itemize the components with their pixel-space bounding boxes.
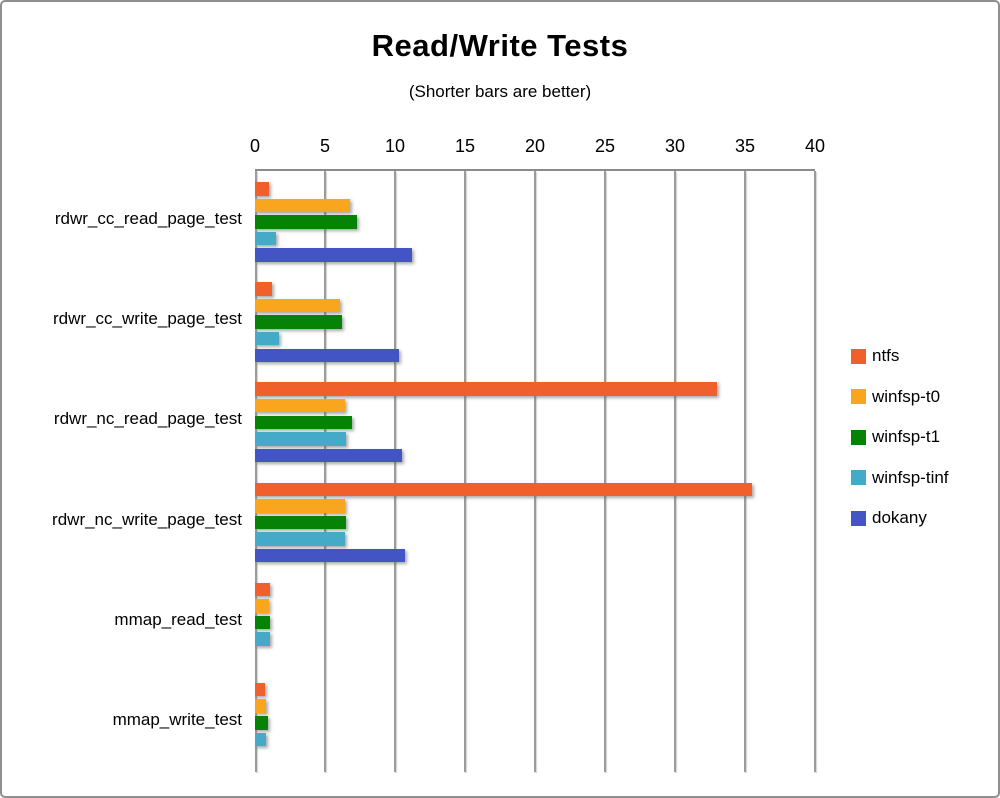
bar-winfsp-t1	[255, 716, 268, 730]
bar-winfsp-t1	[255, 315, 342, 329]
x-tick-label: 15	[454, 136, 476, 156]
legend-label: ntfs	[872, 346, 900, 365]
legend-swatch-icon	[851, 470, 866, 485]
y-category-label: mmap_write_test	[112, 709, 242, 729]
y-category-label: mmap_read_test	[114, 609, 242, 629]
legend-label: winfsp-t1	[872, 427, 941, 446]
bar-winfsp-tinf	[255, 632, 271, 646]
bar-winfsp-t0	[255, 398, 345, 413]
legend-label: dokany	[872, 508, 927, 527]
gridline	[674, 171, 676, 772]
gridline	[744, 171, 746, 772]
bar-dokany	[255, 448, 402, 463]
bar-winfsp-tinf	[255, 432, 346, 446]
bar-winfsp-t1	[255, 515, 346, 530]
bar-winfsp-t0	[255, 198, 351, 213]
gridline	[255, 171, 257, 772]
y-category-label: rdwr_nc_read_page_test	[53, 409, 242, 429]
bar-ntfs	[255, 682, 265, 697]
legend-label: winfsp-t0	[872, 386, 941, 406]
bar-ntfs	[255, 482, 752, 496]
y-category-label: rdwr_cc_write_page_test	[53, 309, 242, 329]
bar-winfsp-t1	[255, 415, 352, 430]
gridline	[534, 171, 536, 772]
legend-item-winfsp-t0: winfsp-t0	[851, 387, 940, 407]
chart-title: Read/Write Tests	[371, 28, 629, 63]
legend-item-ntfs: ntfs	[851, 346, 899, 366]
bar-dokany	[255, 248, 412, 262]
y-category-label: rdwr_nc_write_page_test	[52, 509, 242, 529]
x-tick-label: 5	[319, 136, 330, 156]
bar-winfsp-t0	[255, 499, 345, 513]
gridline	[814, 171, 816, 772]
bar-winfsp-tinf	[255, 732, 267, 747]
bar-ntfs	[255, 382, 717, 396]
gridline	[324, 171, 326, 772]
chart-subtitle: (Shorter bars are better)	[408, 82, 592, 101]
bar-winfsp-t0	[255, 298, 341, 313]
gridline	[464, 171, 466, 772]
bar-winfsp-t0	[255, 699, 267, 713]
legend-swatch-icon	[851, 429, 866, 445]
y-category-label: rdwr_cc_read_page_test	[54, 209, 242, 229]
bar-winfsp-t1	[255, 215, 358, 229]
x-tick-label: 20	[524, 136, 546, 156]
legend-item-winfsp-t1: winfsp-t1	[851, 427, 940, 447]
x-tick-label: 10	[384, 136, 406, 156]
legend-item-dokany: dokany	[851, 508, 927, 528]
legend-swatch-icon	[851, 510, 866, 526]
legend-item-winfsp-tinf: winfsp-tinf	[851, 468, 949, 488]
x-tick-label: 40	[804, 136, 826, 156]
bar-winfsp-tinf	[255, 532, 345, 546]
plot-area	[255, 169, 816, 772]
x-tick-label: 35	[734, 136, 756, 156]
gridline	[604, 171, 606, 772]
bar-dokany	[255, 348, 400, 363]
x-tick-label: 25	[594, 136, 616, 156]
bar-ntfs	[255, 582, 271, 597]
bar-winfsp-t0	[255, 599, 269, 613]
bar-winfsp-t1	[255, 615, 271, 630]
legend-swatch-icon	[851, 348, 866, 364]
bar-ntfs	[255, 282, 272, 296]
bar-winfsp-tinf	[255, 331, 279, 346]
bar-dokany	[255, 548, 405, 563]
bar-ntfs	[255, 182, 269, 196]
x-tick-label: 0	[249, 136, 260, 156]
legend-label: winfsp-tinf	[872, 467, 949, 487]
bar-winfsp-tinf	[255, 231, 276, 246]
x-tick-label: 30	[664, 136, 686, 156]
gridline	[394, 171, 396, 772]
legend-swatch-icon	[851, 389, 866, 404]
